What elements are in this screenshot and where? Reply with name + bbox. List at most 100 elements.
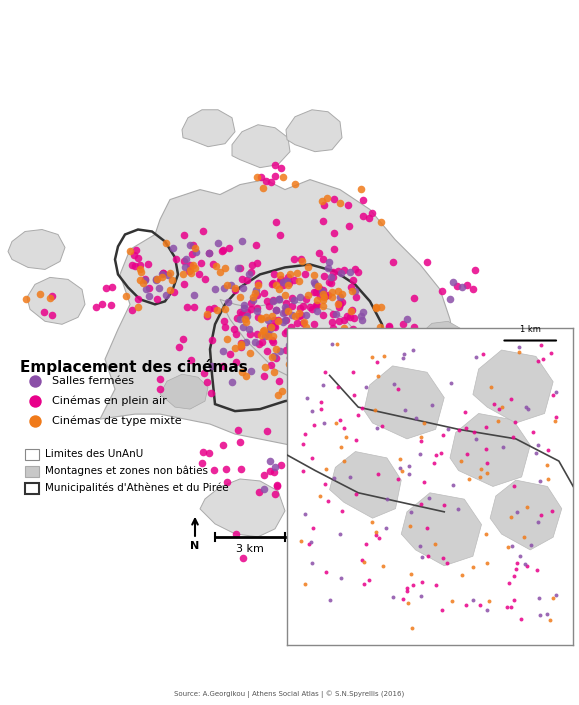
Point <box>140 274 149 285</box>
Point <box>237 274 246 285</box>
Point <box>335 298 344 309</box>
Point <box>269 277 278 288</box>
Point <box>296 327 306 338</box>
Point <box>222 333 231 345</box>
Point <box>406 520 415 532</box>
Point <box>270 268 279 279</box>
Point <box>208 334 217 345</box>
Point <box>135 263 144 274</box>
Point <box>238 308 247 319</box>
Point <box>486 381 496 393</box>
Polygon shape <box>286 110 342 152</box>
Point <box>307 400 317 412</box>
Point <box>361 539 371 550</box>
Point <box>339 455 349 466</box>
Point <box>289 253 298 264</box>
Point <box>315 247 324 259</box>
Point <box>289 331 298 342</box>
Point <box>281 328 290 339</box>
Point <box>212 305 221 316</box>
Point <box>208 259 218 270</box>
Point <box>269 314 278 325</box>
Point <box>372 302 381 314</box>
Point <box>221 321 230 333</box>
Point <box>211 260 220 271</box>
Point <box>444 388 453 399</box>
Point <box>219 283 228 294</box>
Point <box>389 371 398 382</box>
Point <box>265 300 274 312</box>
Point <box>376 216 385 228</box>
Point <box>407 386 416 398</box>
Point <box>368 207 377 219</box>
Point <box>463 448 472 459</box>
Point <box>332 338 342 350</box>
Point <box>21 293 31 305</box>
Point <box>270 321 280 333</box>
Point <box>320 479 329 490</box>
Point <box>318 379 327 391</box>
Point <box>284 271 293 282</box>
Point <box>30 396 39 407</box>
Point <box>220 263 229 274</box>
Point <box>349 390 358 401</box>
Point <box>284 339 294 350</box>
Point <box>432 449 441 460</box>
Point <box>431 539 440 550</box>
Point <box>240 313 250 324</box>
Point <box>322 192 331 204</box>
Point <box>495 404 504 415</box>
Point <box>384 364 394 375</box>
Point <box>295 352 304 364</box>
Point <box>410 372 419 384</box>
Point <box>290 294 299 305</box>
Point <box>286 321 295 333</box>
Point <box>254 338 263 350</box>
Point <box>300 317 309 328</box>
Point <box>382 493 391 505</box>
Point <box>542 608 551 619</box>
Point <box>168 242 178 253</box>
Polygon shape <box>490 480 562 550</box>
Point <box>364 574 373 585</box>
Point <box>329 227 339 238</box>
Point <box>453 281 462 292</box>
Point <box>334 511 343 522</box>
Point <box>237 235 247 247</box>
Point <box>507 601 516 613</box>
Point <box>375 532 384 544</box>
Point <box>329 266 338 278</box>
Point <box>281 314 290 326</box>
Point <box>316 290 325 302</box>
Point <box>285 352 295 363</box>
Point <box>247 298 256 309</box>
Point <box>215 266 225 277</box>
Point <box>251 287 260 298</box>
Point <box>388 256 397 267</box>
Point <box>405 405 415 416</box>
Point <box>126 246 135 257</box>
Point <box>381 522 390 533</box>
Point <box>281 298 291 309</box>
Point <box>545 614 554 625</box>
Polygon shape <box>182 110 235 147</box>
Point <box>404 461 413 472</box>
Point <box>48 290 57 302</box>
Point <box>296 535 306 546</box>
Point <box>256 330 266 341</box>
Point <box>327 271 336 283</box>
Point <box>302 393 312 404</box>
Polygon shape <box>499 401 560 451</box>
Point <box>301 354 310 365</box>
Point <box>361 340 371 351</box>
Point <box>318 294 328 305</box>
Point <box>297 255 306 266</box>
Point <box>278 280 288 291</box>
Point <box>512 506 521 517</box>
Point <box>241 336 251 348</box>
Point <box>377 301 386 312</box>
Point <box>247 365 256 376</box>
Point <box>456 445 466 456</box>
Point <box>162 290 171 301</box>
Point <box>263 328 272 339</box>
